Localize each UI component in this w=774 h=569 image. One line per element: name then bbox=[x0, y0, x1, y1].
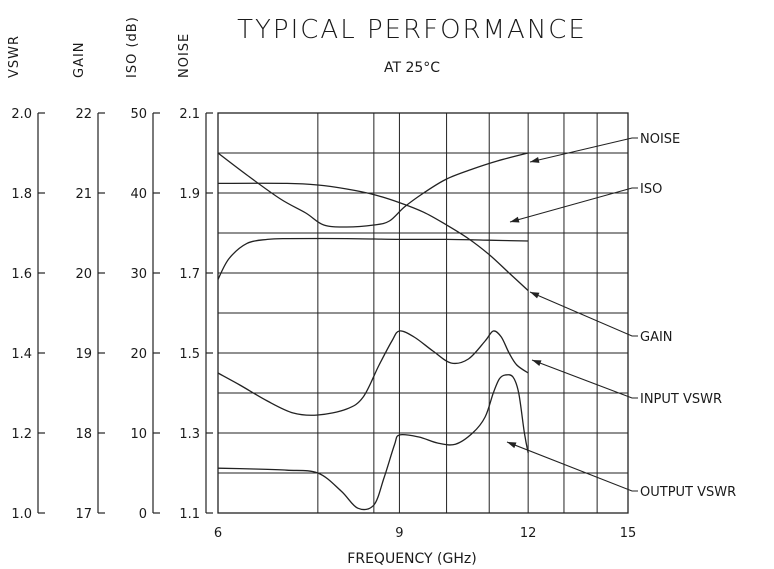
y-tick-label: 18 bbox=[75, 427, 92, 442]
callout-label: NOISE bbox=[640, 132, 680, 147]
callout-output-vswr: OUTPUT VSWR bbox=[506, 441, 736, 500]
chart-title: TYPICAL PERFORMANCE bbox=[237, 15, 587, 45]
arrowhead bbox=[530, 157, 540, 163]
series-noise-line bbox=[217, 152, 529, 228]
y-tick-label: 1.9 bbox=[179, 187, 200, 202]
callout-iso: ISO bbox=[509, 182, 662, 223]
arrowhead bbox=[507, 442, 517, 449]
y-tick-label: 40 bbox=[130, 187, 147, 202]
y-tick-label: 1.1 bbox=[179, 507, 200, 522]
series-iso-line bbox=[217, 182, 529, 292]
grid bbox=[218, 113, 628, 513]
y-tick-label: 22 bbox=[75, 107, 92, 122]
series-output-vswr-line bbox=[217, 374, 529, 511]
y-tick-label: 19 bbox=[75, 347, 92, 362]
x-axis-label: FREQUENCY (GHz) bbox=[347, 551, 476, 567]
leader-line bbox=[506, 441, 638, 492]
callout-label: GAIN bbox=[640, 330, 673, 345]
series-gain-line bbox=[217, 237, 529, 280]
y-tick-label: 1.2 bbox=[11, 427, 32, 442]
x-tick-label: 12 bbox=[520, 526, 537, 541]
y-tick-label: 1.4 bbox=[11, 347, 32, 362]
y-tick-label: 1.7 bbox=[179, 267, 200, 282]
y-tick-label: 17 bbox=[75, 507, 92, 522]
y-tick-label: 20 bbox=[130, 347, 147, 362]
callout-label: ISO bbox=[640, 182, 662, 197]
series-input-vswr-line bbox=[217, 330, 529, 416]
y-axis-gain: 17 18 19 20 21 22 GAIN bbox=[72, 41, 105, 522]
y-tick-label: 1.8 bbox=[11, 187, 32, 202]
arrowhead bbox=[530, 292, 540, 299]
y-tick-label: 10 bbox=[130, 427, 147, 442]
leader-line bbox=[531, 359, 638, 399]
chart-subtitle: AT 25°C bbox=[384, 60, 440, 76]
y-tick-label: 2.0 bbox=[11, 107, 32, 122]
y-tick-label: 21 bbox=[75, 187, 92, 202]
y-axis-title: GAIN bbox=[72, 41, 87, 78]
callout-label: OUTPUT VSWR bbox=[640, 485, 736, 500]
y-tick-label: 30 bbox=[130, 267, 147, 282]
y-axis-title: NOISE bbox=[177, 33, 192, 78]
y-axis-iso-db: 0 10 20 30 40 50 ISO (dB) bbox=[125, 16, 160, 522]
callout-noise: NOISE bbox=[529, 132, 680, 163]
x-tick-label: 9 bbox=[395, 526, 403, 541]
arrowhead bbox=[510, 216, 520, 223]
callout-label: INPUT VSWR bbox=[640, 392, 722, 407]
y-tick-label: 0 bbox=[139, 507, 147, 522]
callout-gain: GAIN bbox=[529, 291, 673, 345]
arrowhead bbox=[532, 360, 542, 367]
y-tick-label: 20 bbox=[75, 267, 92, 282]
leader-line bbox=[509, 187, 638, 223]
callout-input-vswr: INPUT VSWR bbox=[531, 359, 722, 407]
y-tick-label: 1.5 bbox=[179, 347, 200, 362]
leader-line bbox=[529, 137, 638, 163]
y-axis-title: ISO (dB) bbox=[125, 16, 140, 78]
y-tick-label: 2.1 bbox=[179, 107, 200, 122]
y-tick-label: 1.3 bbox=[179, 427, 200, 442]
y-tick-label: 1.6 bbox=[11, 267, 32, 282]
y-tick-label: 50 bbox=[130, 107, 147, 122]
x-tick-label: 6 bbox=[214, 526, 222, 541]
y-axis-noise: 1.1 1.3 1.5 1.7 1.9 2.1 NOISE bbox=[177, 33, 213, 522]
y-axis-vswr: 1.0 1.2 1.4 1.6 1.8 2.0 VSWR bbox=[7, 35, 45, 522]
leader-line bbox=[529, 291, 638, 337]
y-axis-title: VSWR bbox=[7, 35, 22, 78]
y-tick-label: 1.0 bbox=[11, 507, 32, 522]
x-tick-label: 15 bbox=[620, 526, 637, 541]
